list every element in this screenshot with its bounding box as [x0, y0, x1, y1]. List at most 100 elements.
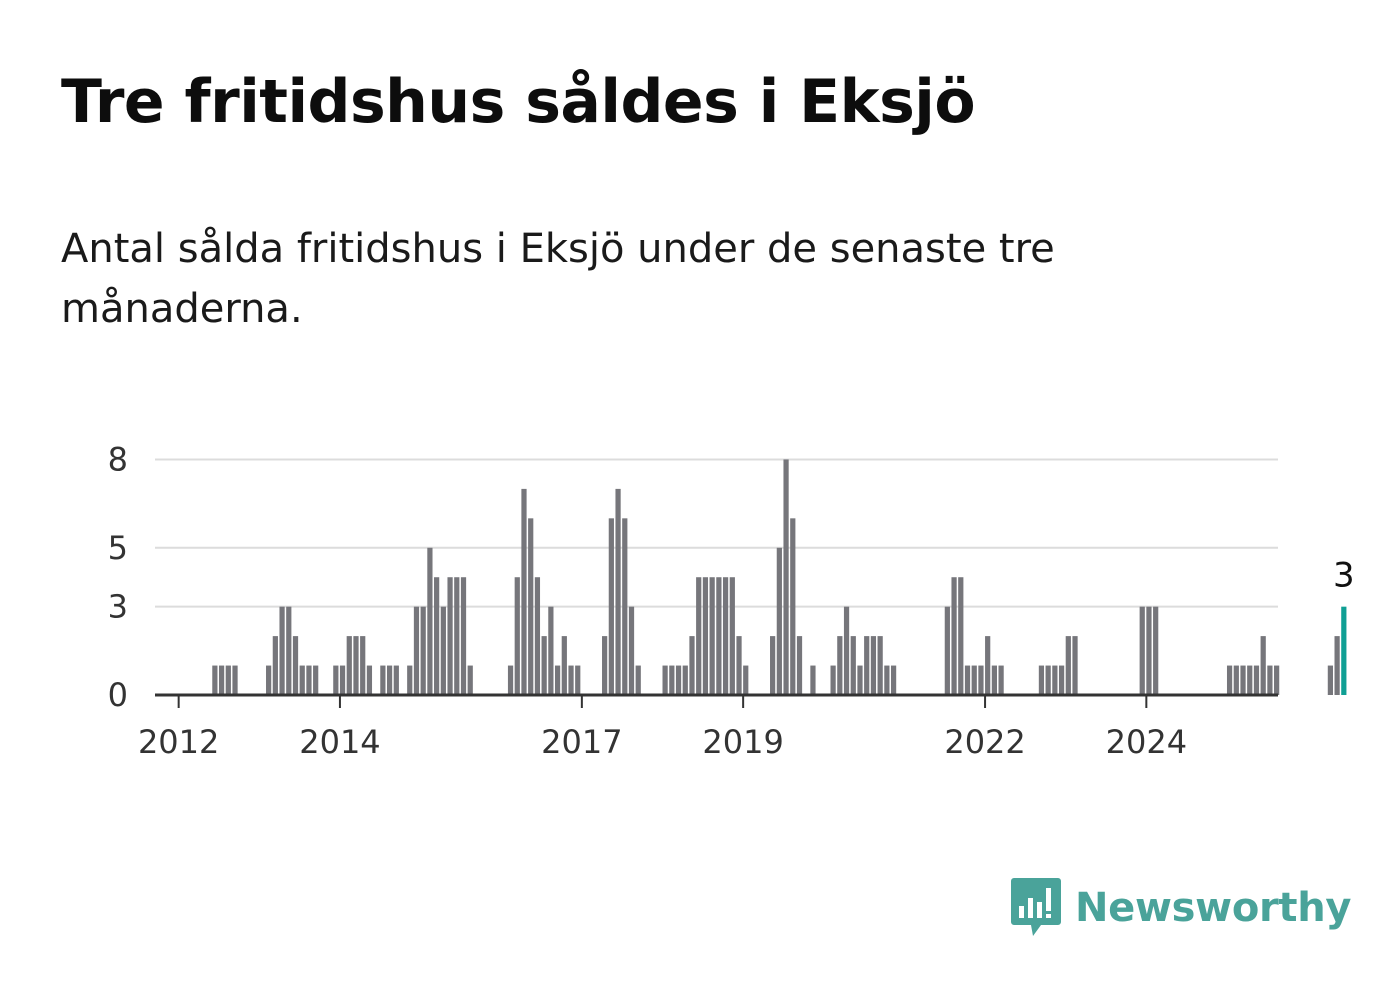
bar [521, 488, 527, 695]
bar [434, 577, 440, 695]
bar [944, 606, 950, 695]
bar [218, 665, 225, 695]
bar [783, 459, 789, 695]
bar [951, 577, 957, 695]
bar [810, 665, 816, 695]
bar [386, 665, 393, 695]
bar [1139, 606, 1145, 695]
bar [736, 636, 742, 695]
bar [615, 488, 621, 695]
bar [339, 665, 346, 695]
bar [1247, 665, 1253, 695]
bar [729, 577, 735, 695]
bar [420, 606, 426, 695]
bar [776, 547, 782, 695]
bar [1327, 665, 1333, 695]
bar [393, 665, 399, 695]
bar [528, 518, 534, 695]
bar [877, 636, 883, 695]
bar-chart: 0 3 5 8 2012 2014 2017 2019 2022 2024 3 [108, 440, 1355, 761]
logo-text: Newsworthy [1075, 885, 1352, 931]
bar [413, 606, 420, 695]
bar [689, 636, 695, 695]
chart-subtitle: Antal sålda fritidshus i Eksjö under de … [61, 226, 1055, 332]
bar [299, 665, 305, 695]
bar [440, 606, 446, 695]
bar [467, 665, 473, 695]
bar [1045, 665, 1051, 695]
bar [1226, 665, 1233, 695]
bar [1072, 636, 1078, 695]
x-tick-label: 2012 [138, 723, 219, 761]
bar [1334, 636, 1340, 695]
bar [958, 577, 964, 695]
bar [286, 606, 292, 695]
bar [353, 636, 359, 695]
bar [696, 577, 702, 695]
bar [514, 577, 520, 695]
bar [333, 665, 339, 695]
bar [662, 665, 668, 695]
bar [635, 665, 641, 695]
highlighted-bar [1341, 606, 1347, 695]
bar [360, 636, 366, 695]
bar [534, 577, 541, 695]
bar [978, 665, 984, 695]
bar [608, 518, 614, 695]
x-tick-label: 2014 [299, 723, 380, 761]
bar [682, 665, 688, 695]
bar [1153, 606, 1159, 695]
bar [837, 636, 843, 695]
bar [991, 665, 997, 695]
bar [346, 636, 352, 695]
bar [602, 636, 608, 695]
bar [890, 665, 897, 695]
bar [770, 636, 776, 695]
bar [313, 665, 319, 695]
bar [225, 665, 231, 695]
newsworthy-logo: Newsworthy [1011, 878, 1352, 938]
bar [266, 665, 272, 695]
bar [716, 577, 722, 695]
bar [1065, 636, 1071, 695]
bar [709, 577, 715, 695]
bar [675, 665, 682, 695]
bar [998, 665, 1004, 695]
bar [622, 518, 628, 695]
bar [272, 636, 278, 695]
bar [380, 665, 386, 695]
bar [1240, 665, 1246, 695]
bar [971, 665, 977, 695]
bar [985, 636, 991, 695]
bar [1038, 665, 1045, 695]
bar [507, 665, 514, 695]
bar [1052, 665, 1058, 695]
newsworthy-chat-bars-icon [1011, 878, 1061, 936]
bar [232, 665, 238, 695]
bars [212, 459, 1347, 695]
y-tick-label: 0 [108, 676, 128, 714]
bar [850, 636, 856, 695]
x-tick-label: 2024 [1106, 723, 1187, 761]
bar [292, 636, 299, 695]
x-tick-label: 2019 [702, 723, 783, 761]
bar [864, 636, 870, 695]
bar [541, 636, 547, 695]
bar [830, 665, 836, 695]
bar [857, 665, 863, 695]
bar [964, 665, 971, 695]
bar [548, 606, 554, 695]
chart-title: Tre fritidshus såldes i Eksjö [61, 67, 976, 137]
bar [447, 577, 453, 695]
bar [870, 636, 877, 695]
bar [1146, 606, 1152, 695]
y-tick-label: 3 [108, 588, 128, 626]
bar [1058, 665, 1065, 695]
bar [568, 665, 574, 695]
bar [628, 606, 635, 695]
bar [306, 665, 312, 695]
y-tick-label: 5 [108, 529, 128, 567]
bar [460, 577, 467, 695]
bar [1274, 665, 1280, 695]
bar [427, 547, 433, 695]
